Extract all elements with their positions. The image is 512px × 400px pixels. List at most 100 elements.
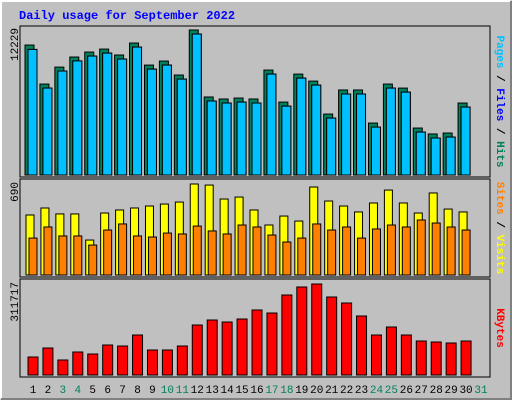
bar [326, 117, 337, 176]
bar [87, 353, 99, 376]
bar [341, 302, 353, 376]
bar [176, 345, 188, 376]
bar [236, 318, 248, 376]
bar [146, 349, 158, 376]
bar [311, 283, 323, 376]
x-tick-label: 25 [385, 385, 398, 397]
bar [266, 73, 277, 176]
legend-entry: Pages [493, 35, 505, 68]
bar [42, 87, 53, 176]
bar [132, 46, 143, 176]
bar [161, 349, 173, 376]
bar [445, 136, 456, 176]
bar [370, 334, 382, 376]
x-tick-label: 16 [250, 385, 263, 397]
bar [117, 345, 129, 376]
x-tick-label: 5 [89, 385, 96, 397]
y-tick-label: 12229 [10, 28, 22, 61]
bar [431, 222, 441, 276]
bar [327, 229, 337, 276]
bar [43, 226, 53, 276]
bar [221, 102, 232, 176]
x-tick-label: 26 [400, 385, 413, 397]
bar [282, 241, 292, 276]
bar [222, 233, 232, 276]
bar [102, 52, 113, 176]
bar [430, 341, 442, 376]
x-tick-label: 28 [430, 385, 443, 397]
bar [341, 93, 352, 176]
bar [221, 321, 233, 376]
legend-entry: KBytes [493, 308, 505, 348]
bar [267, 234, 277, 276]
chart-title: Daily usage for September 2022 [19, 9, 235, 23]
bar [251, 102, 262, 176]
bar [162, 232, 172, 276]
x-tick-label: 19 [295, 385, 308, 397]
bar [177, 233, 187, 276]
bar [236, 101, 247, 176]
bar [415, 340, 427, 376]
bar [326, 296, 338, 376]
bar [27, 48, 38, 176]
bar [72, 351, 84, 376]
bar [370, 126, 381, 176]
bar [385, 326, 397, 376]
bar [207, 230, 217, 276]
bar [357, 237, 367, 276]
bar [371, 228, 381, 276]
y-tick-label: 690 [10, 182, 22, 202]
bar [266, 312, 278, 376]
bar [176, 78, 187, 176]
bar [252, 226, 262, 276]
x-tick-label: 27 [415, 385, 428, 397]
x-tick-label: 31 [474, 385, 488, 397]
x-tick-label: 18 [280, 385, 293, 397]
bar [206, 319, 218, 376]
x-tick-label: 21 [325, 385, 339, 397]
bar [28, 237, 38, 276]
bar [58, 235, 68, 276]
bar [103, 229, 113, 276]
x-tick-label: 4 [74, 385, 81, 397]
bar [206, 100, 217, 176]
legend-separator: / [493, 68, 505, 88]
legend-separator: / [493, 215, 505, 235]
x-tick-label: 14 [221, 385, 235, 397]
bar [42, 347, 54, 376]
bar [57, 70, 68, 176]
bar [27, 356, 39, 376]
bar [401, 226, 411, 276]
bar [281, 105, 292, 176]
bar [296, 286, 308, 376]
bar [311, 84, 322, 176]
bar [192, 225, 202, 276]
bar [237, 224, 247, 276]
x-tick-label: 9 [149, 385, 156, 397]
x-tick-label: 17 [265, 385, 278, 397]
legend: KBytes [493, 308, 505, 348]
x-tick-label: 8 [134, 385, 141, 397]
bar [146, 68, 157, 176]
bar [386, 224, 396, 276]
bar [446, 226, 456, 276]
bar [132, 334, 144, 376]
bar [400, 91, 411, 176]
bar [445, 342, 457, 376]
bar [147, 236, 157, 276]
bar [118, 223, 128, 276]
x-tick-label: 1 [30, 385, 37, 397]
bar [460, 340, 472, 376]
bar [57, 359, 69, 376]
x-tick-label: 29 [445, 385, 458, 397]
x-tick-label: 20 [310, 385, 323, 397]
bar [73, 235, 83, 276]
bar [161, 64, 172, 176]
bar [415, 131, 426, 176]
bar [297, 237, 307, 276]
bar [460, 106, 471, 176]
bar [416, 219, 426, 276]
bar [461, 229, 471, 276]
